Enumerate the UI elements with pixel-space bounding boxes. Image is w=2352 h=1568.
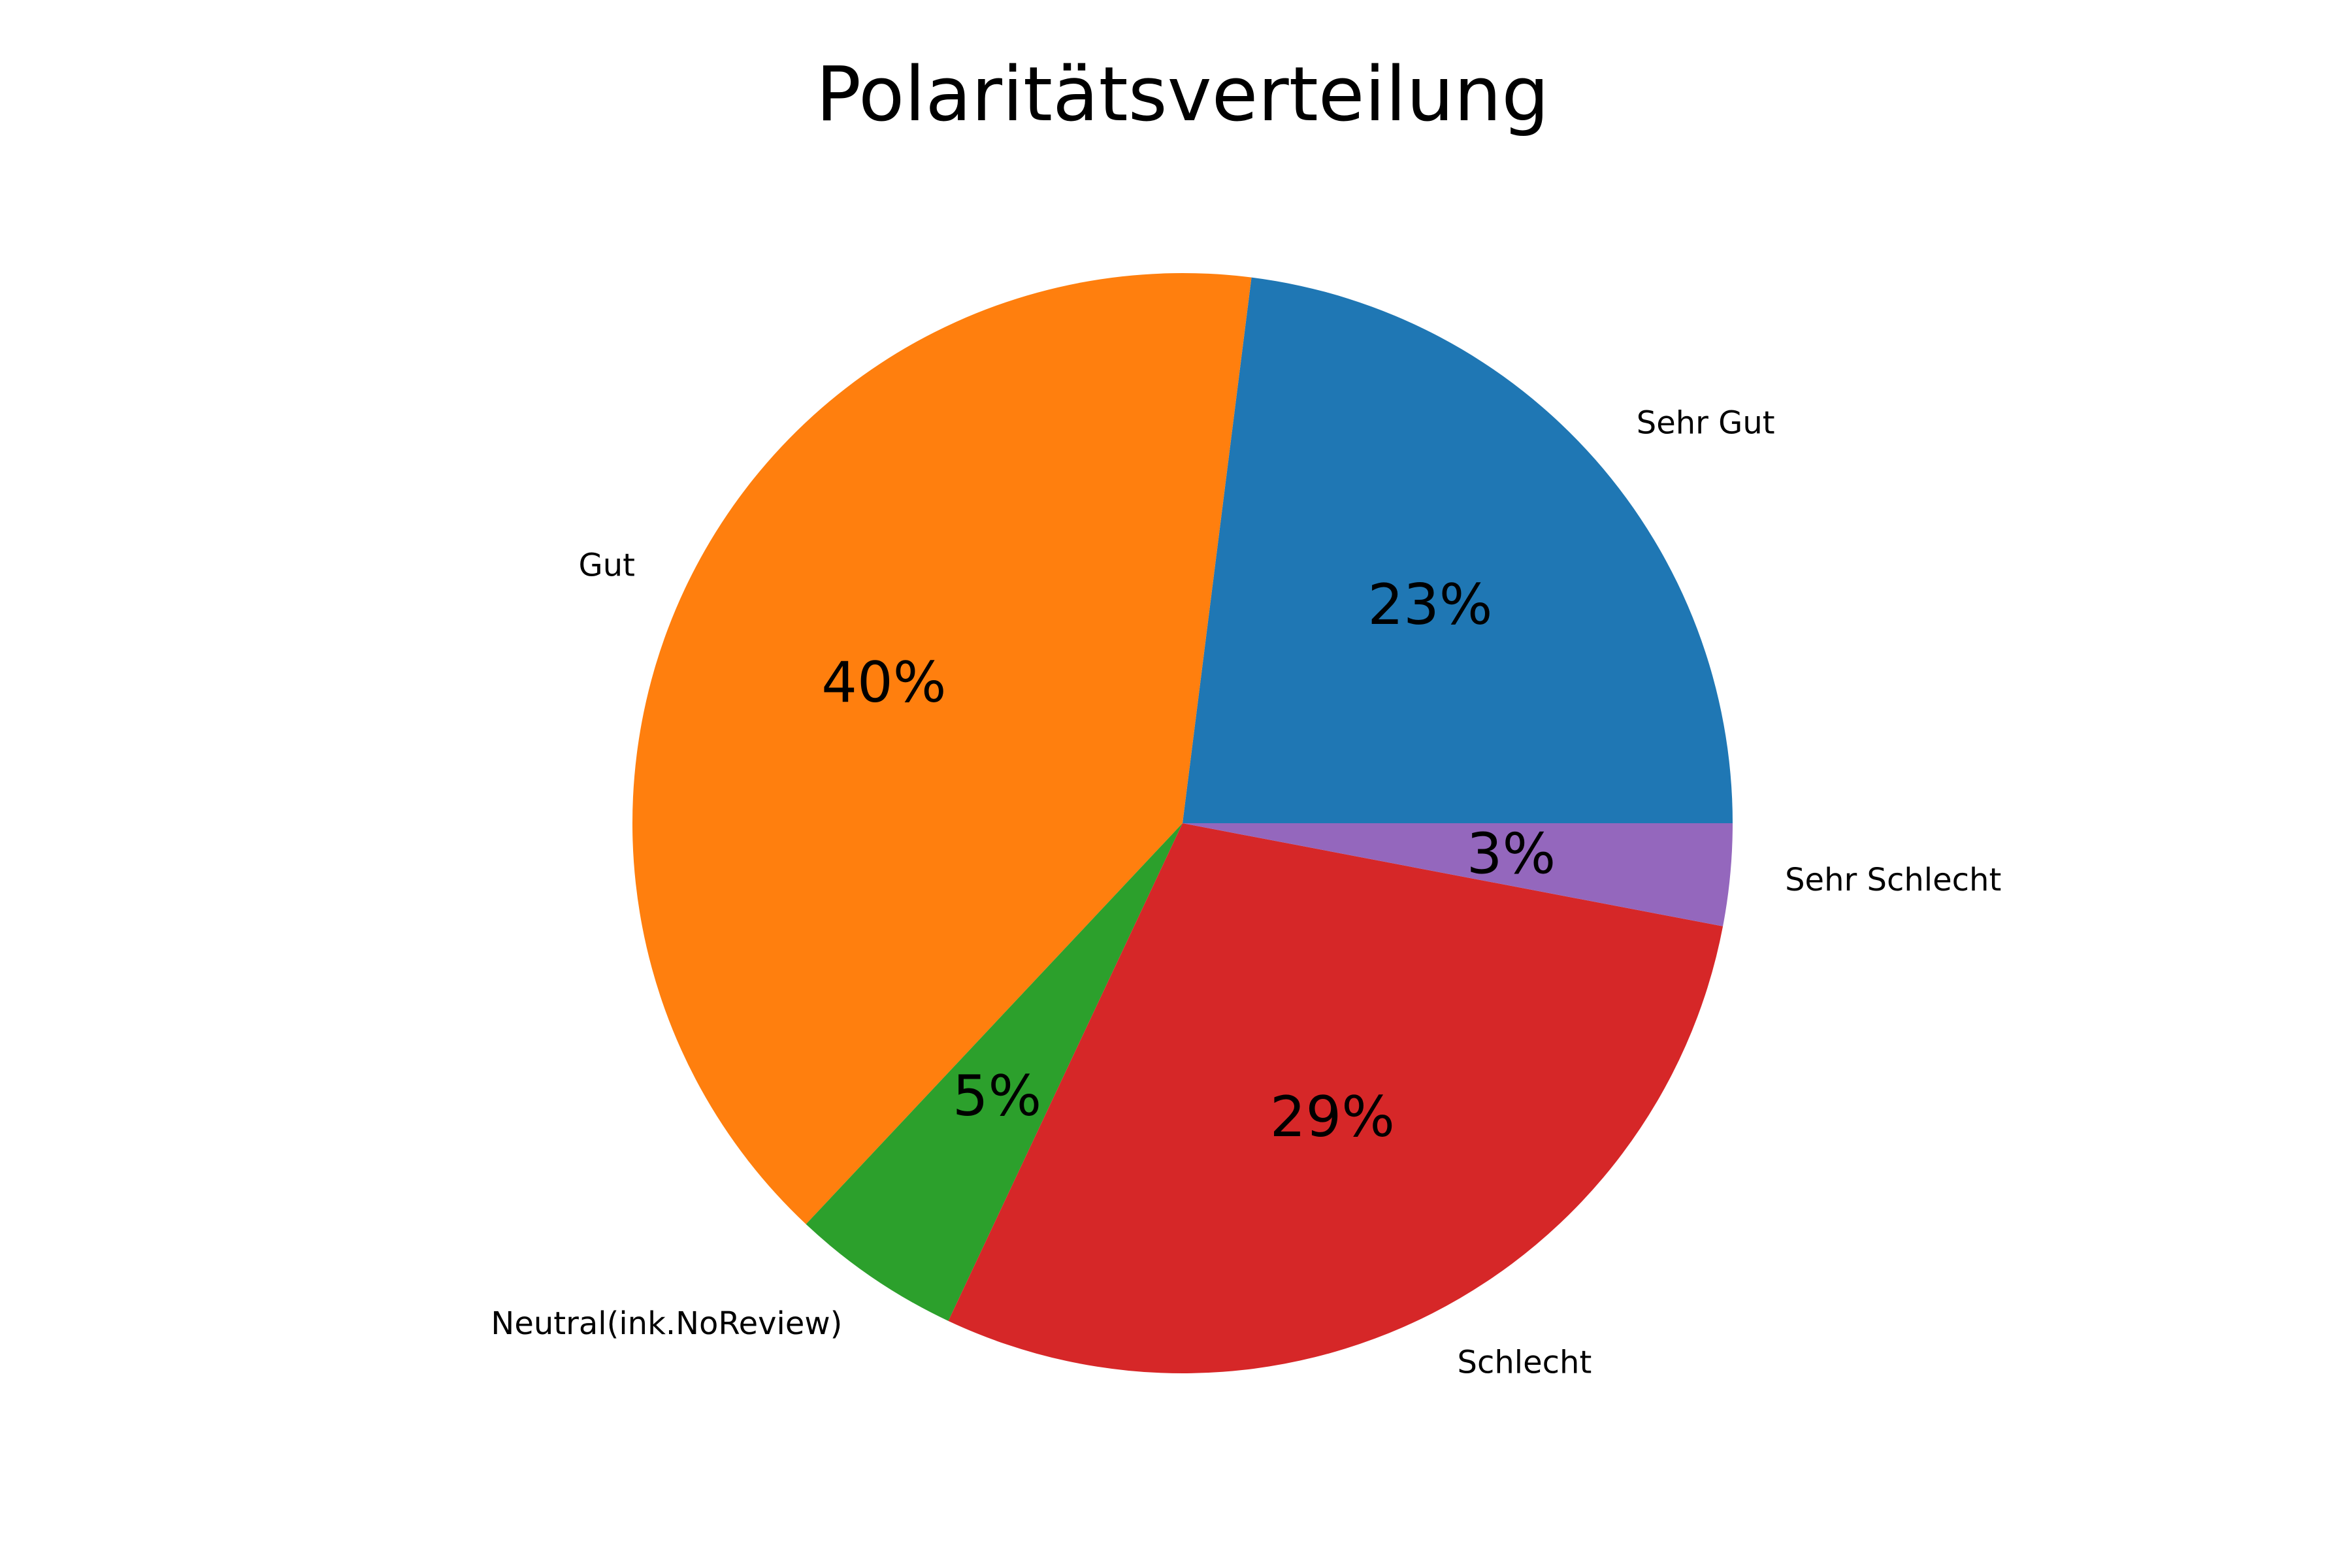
slice-label-gut: Gut: [579, 547, 635, 584]
chart-title: Polaritätsverteilung: [816, 51, 1549, 139]
slice-label-neutral-ink-noreview: Neutral(ink.NoReview): [491, 1305, 842, 1342]
pct-label-sehr-schlecht: 3%: [1467, 822, 1556, 887]
slice-label-schlecht: Schlecht: [1457, 1344, 1592, 1380]
pie-slice-sehr-gut: [1183, 277, 1733, 824]
pct-label-schlecht: 29%: [1270, 1085, 1395, 1150]
pct-label-gut: 40%: [821, 650, 946, 715]
pct-label-sehr-gut: 23%: [1367, 572, 1492, 638]
pie-slice-sehr-schlecht: [1183, 823, 1733, 926]
pct-label-neutral-ink-noreview: 5%: [953, 1064, 1041, 1129]
slice-label-sehr-schlecht: Sehr Schlecht: [1785, 862, 2001, 898]
pie-slice-schlecht: [948, 823, 1723, 1373]
pie-slice-neutral-ink-noreview: [806, 823, 1183, 1321]
pie-slice-gut: [632, 272, 1252, 1224]
pie-slices: [632, 272, 1733, 1373]
pie-labels: 23% Sehr Gut 40% Gut 5% Neutral(ink.NoReview)…: [491, 404, 2001, 1380]
slice-label-sehr-gut: Sehr Gut: [1637, 404, 1775, 441]
